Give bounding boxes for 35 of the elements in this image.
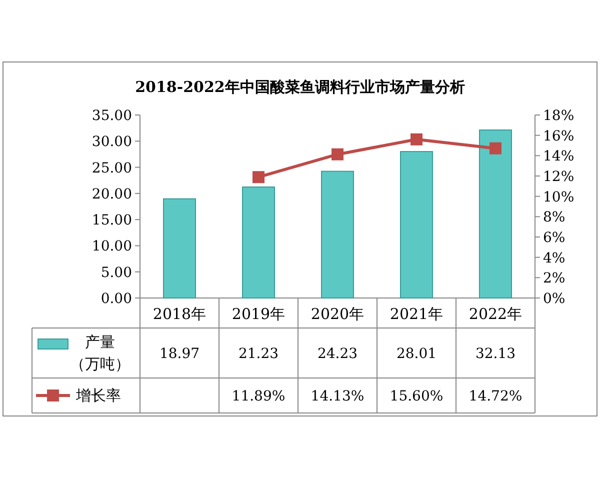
y2-tick-label: 6%: [543, 230, 566, 246]
y2-tick-label: 2%: [543, 270, 566, 287]
data-label: 21.23: [238, 346, 279, 362]
y2-tick-label: 4%: [543, 250, 566, 266]
x-tick-label: 2020年: [310, 305, 364, 323]
y-tick-label: 0.00: [100, 291, 132, 307]
y-tick-label: 25.00: [92, 160, 132, 176]
y2-tick-label: 12%: [543, 169, 574, 185]
y2-tick-label: 8%: [543, 210, 566, 226]
data-label: 32.13: [475, 346, 516, 362]
data-label: 24.23: [317, 346, 358, 362]
chart-title: 2018-2022年中国酸菜鱼调料行业市场产量分析: [135, 78, 465, 96]
y-tick-label: 15.00: [92, 212, 132, 229]
y-tick-label: 30.00: [92, 134, 132, 150]
y2-tick-label: 14%: [543, 148, 574, 165]
x-tick-label: 2019年: [232, 305, 286, 323]
legend-label: 产量（万吨）: [70, 333, 130, 373]
y-tick-label: 5.00: [100, 264, 132, 281]
data-label: 11.89%: [232, 388, 286, 404]
data-label: 15.60%: [390, 388, 444, 404]
data-label: 28.01: [396, 346, 437, 362]
y2-tick-label: 18%: [543, 108, 574, 124]
y2-tick-label: 0%: [543, 291, 566, 307]
data-label: 14.13%: [310, 388, 364, 404]
y-tick-label: 20.00: [92, 186, 132, 202]
y-tick-label: 10.00: [92, 238, 132, 255]
y-tick-label: 35.00: [92, 108, 132, 124]
legend-label: 增长率: [75, 386, 121, 404]
y2-tick-label: 16%: [543, 128, 574, 144]
x-tick-label: 2022年: [468, 305, 522, 323]
data-label: 14.72%: [468, 388, 522, 404]
y2-tick-label: 10%: [543, 189, 574, 206]
x-tick-label: 2018年: [152, 305, 206, 323]
x-tick-label: 2021年: [390, 305, 444, 323]
data-label: 18.97: [159, 346, 200, 362]
